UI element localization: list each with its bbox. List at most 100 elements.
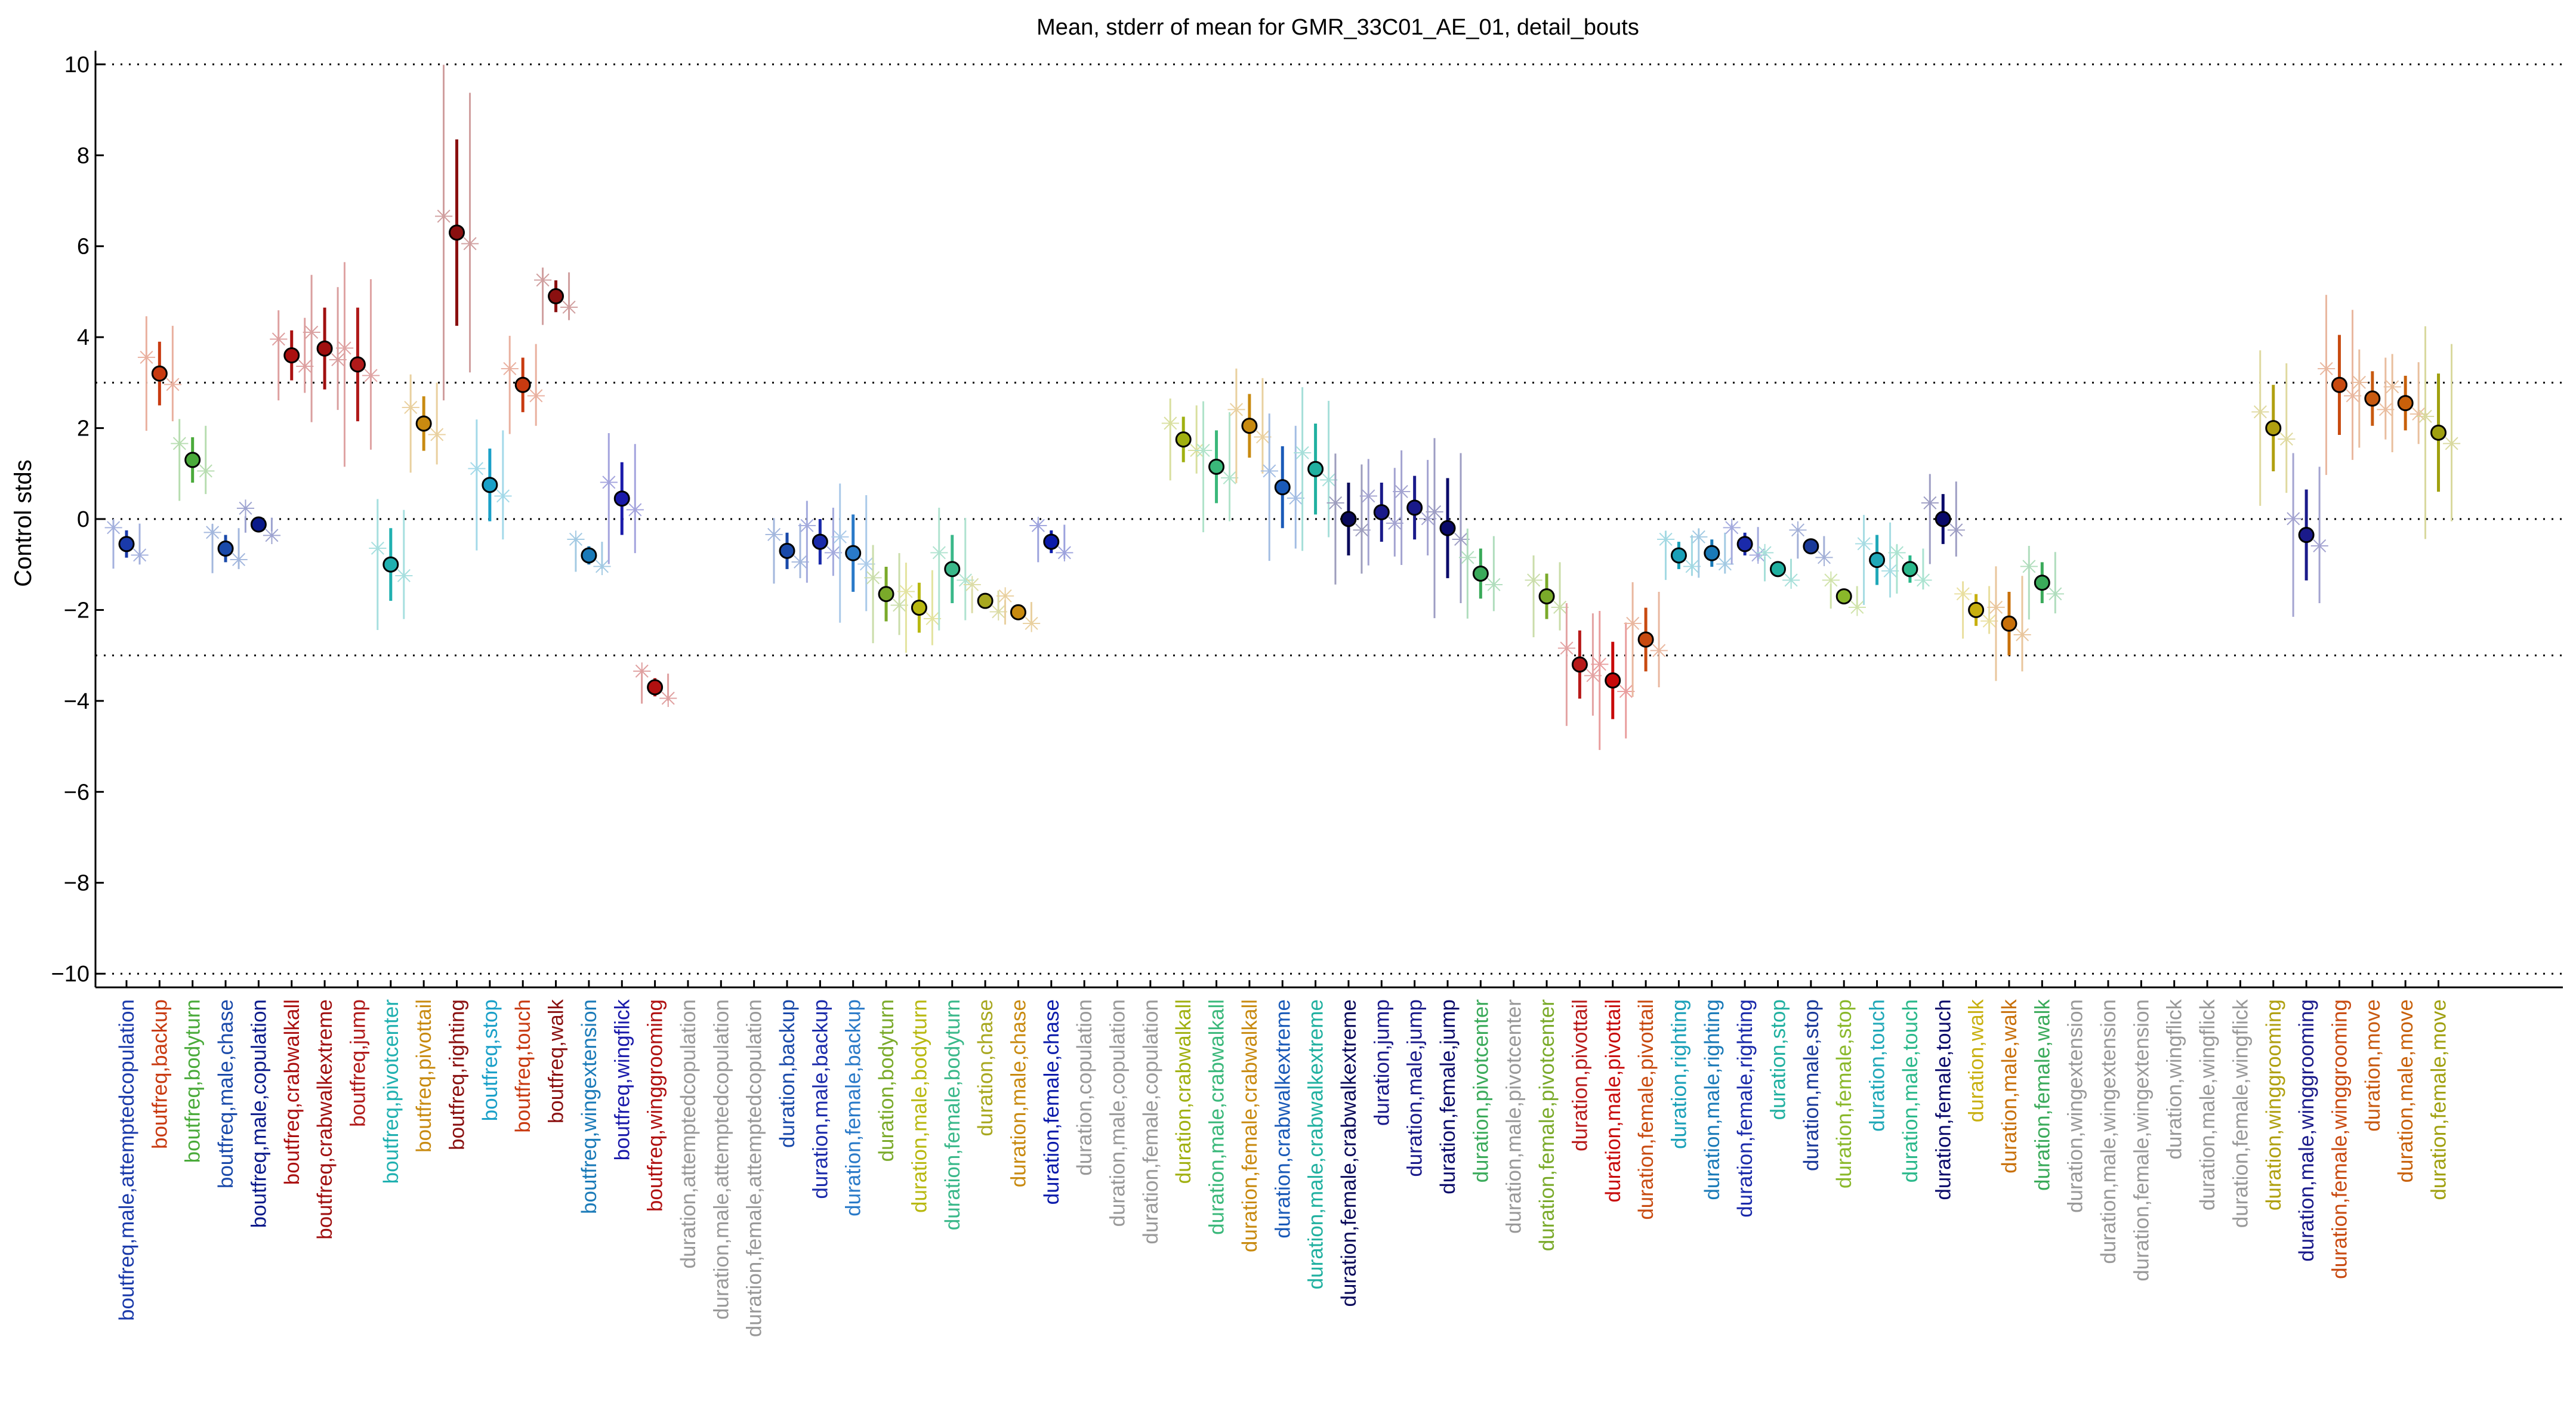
x-tick-label: boutfreq,stop — [479, 999, 502, 1121]
line-star-marker: ✳ — [929, 540, 949, 567]
line-star-marker: ✳ — [2250, 399, 2270, 427]
y-tick-label: 6 — [77, 234, 90, 260]
mean-marker — [1307, 461, 1324, 477]
line-star-marker: ✳ — [797, 512, 817, 540]
mean-marker — [482, 477, 498, 493]
x-tick-label: boutfreq,walk — [545, 999, 568, 1124]
x-tick-label: duration,female,winggrooming — [2328, 999, 2351, 1279]
x-tick-label: boutfreq,winggrooming — [644, 999, 667, 1212]
mean-marker — [878, 586, 894, 603]
mean-marker — [581, 547, 597, 564]
y-tick-label: 2 — [77, 416, 90, 441]
x-tick-label: duration,walk — [1965, 999, 1988, 1123]
x-tick-label: boutfreq,bodyturn — [181, 999, 205, 1163]
x-tick-label: duration,male,winggrooming — [2295, 999, 2318, 1262]
x-tick-label: duration,stop — [1767, 999, 1790, 1120]
line-star-marker: ✳ — [335, 335, 355, 363]
mean-marker — [2265, 420, 2282, 437]
line-star-marker: ✳ — [1953, 581, 1973, 609]
x-tick-label: duration,female,touch — [1932, 999, 1955, 1200]
mean-marker — [2001, 615, 2017, 632]
x-tick-label: boutfreq,pivottail — [412, 999, 436, 1153]
line-star-marker: ✳ — [2019, 554, 2040, 581]
line-star-marker: ✳ — [1193, 438, 1214, 465]
line-star-marker: ✳ — [301, 320, 322, 347]
mean-marker — [250, 516, 267, 533]
line-star-marker: ✳ — [1821, 567, 1841, 595]
line-star-marker: ✳ — [2316, 356, 2337, 383]
line-star-marker: ✳ — [1292, 440, 1313, 467]
mean-marker — [1605, 672, 1621, 689]
chart-title: Mean, stderr of mean for GMR_33C01_AE_01… — [1036, 15, 1639, 40]
x-tick-label: duration,righting — [1667, 999, 1690, 1149]
x-tick-label: boutfreq,backup — [148, 999, 171, 1149]
mean-marker — [1373, 504, 1390, 521]
line-star-marker: ✳ — [1160, 410, 1180, 438]
x-tick-label: boutfreq,wingflick — [610, 999, 634, 1161]
mean-marker — [977, 592, 994, 609]
y-axis-label: Control stds — [10, 459, 36, 586]
line-star-marker: ✳ — [1259, 458, 1279, 486]
line-star-marker: ✳ — [103, 515, 124, 542]
line-star-marker: ✳ — [1986, 595, 2006, 622]
x-tick-label: duration,move — [2361, 999, 2384, 1132]
y-tick-label: −6 — [64, 780, 90, 805]
line-star-marker: ✳ — [2415, 404, 2436, 431]
line-star-marker: ✳ — [269, 326, 289, 354]
line-star-marker: ✳ — [995, 583, 1016, 611]
mean-marker — [1439, 520, 1456, 536]
mean-marker — [613, 490, 630, 507]
x-tick-label: duration,female,backup — [842, 999, 865, 1216]
mean-marker — [1704, 545, 1720, 561]
x-tick-label: duration,pivotcenter — [1469, 999, 1492, 1183]
line-star-marker: ✳ — [434, 203, 454, 231]
line-star-marker: ✳ — [599, 470, 619, 497]
x-tick-label: boutfreq,wingextension — [578, 999, 601, 1214]
mean-marker — [316, 340, 333, 357]
line-star-marker: ✳ — [400, 394, 421, 422]
x-tick-label: duration,male,crabwalkextreme — [1304, 999, 1328, 1289]
y-tick-label: −4 — [64, 689, 90, 714]
mean-marker — [514, 376, 531, 393]
line-star-marker: ✳ — [368, 536, 388, 563]
x-tick-label: boutfreq,male,copulation — [247, 999, 270, 1228]
mean-marker — [283, 347, 300, 364]
x-tick-label: duration,male,walk — [1998, 999, 2021, 1174]
mean-marker — [1010, 604, 1026, 620]
mean-marker — [812, 533, 828, 550]
x-tick-label: duration,male,jump — [1403, 999, 1427, 1177]
mean-marker — [1835, 588, 1852, 605]
reference-lines — [95, 63, 2563, 975]
x-tick-label: duration,male,stop — [1800, 999, 1823, 1171]
x-tick-label: duration,male,crabwalkall — [1205, 999, 1229, 1235]
mean-marker — [1571, 656, 1588, 673]
y-tick-label: 10 — [64, 53, 90, 78]
line-star-marker: ✳ — [1920, 490, 1940, 517]
line-star-marker: ✳ — [863, 565, 883, 592]
mean-marker — [647, 679, 664, 696]
line-star-marker: ✳ — [632, 658, 652, 685]
x-tick-label: duration,jump — [1370, 999, 1393, 1126]
mean-marker — [349, 356, 366, 373]
x-tick-label: duration,female,crabwalkextreme — [1337, 999, 1361, 1307]
line-star-marker: ✳ — [962, 572, 982, 600]
line-star-marker: ✳ — [830, 524, 850, 551]
line-star-marker: ✳ — [1656, 526, 1676, 554]
mean-marker — [2430, 424, 2447, 441]
x-tick-label: duration,female,stop — [1832, 999, 1856, 1188]
line-star-marker: ✳ — [1722, 515, 1742, 542]
mean-marker — [1208, 458, 1225, 475]
mean-marker — [1736, 536, 1753, 552]
x-tick-label: duration,female,jump — [1436, 999, 1460, 1194]
y-tick-label: 8 — [77, 143, 90, 168]
x-tick-label: duration,male,attemptedcopulation — [709, 999, 733, 1320]
mean-marker — [1902, 561, 1918, 578]
x-axis-ticks: boutfreq,male,attemptedcopulation boutfre… — [115, 999, 2451, 1338]
x-tick-label: duration,male,copulation — [1106, 999, 1130, 1227]
mean-marker — [1175, 431, 1192, 448]
mean-marker — [548, 288, 564, 305]
y-axis-ticks: 10 8 6 4 2 0 −2 −4 −6 −8 −10 — [51, 53, 104, 987]
x-tick-label: duration,female,bodyturn — [941, 999, 964, 1230]
mean-marker — [217, 541, 234, 557]
